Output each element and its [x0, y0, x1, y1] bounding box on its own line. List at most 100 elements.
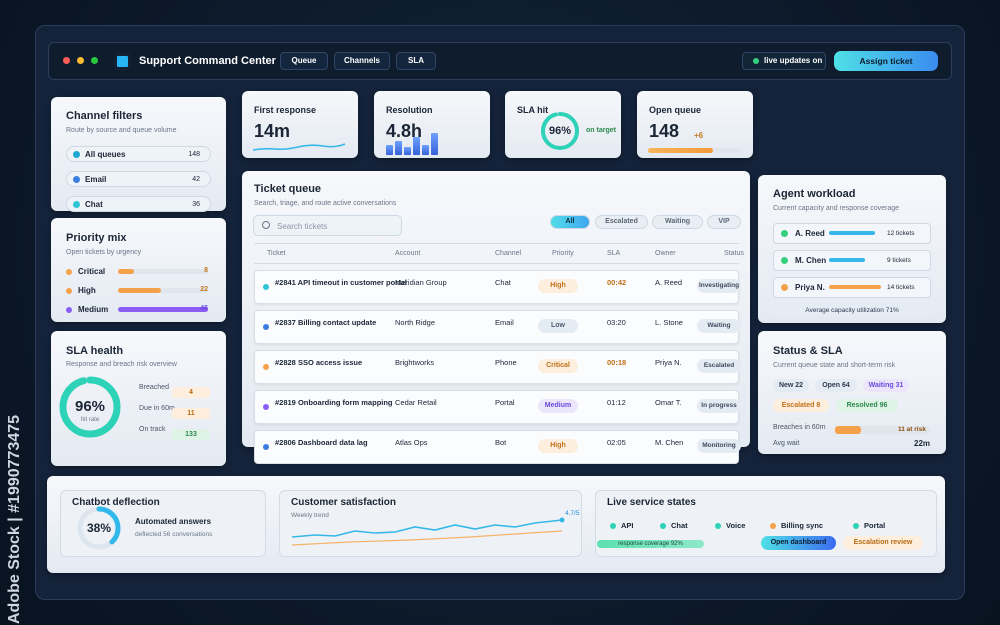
- search-box: [253, 215, 402, 236]
- table-header: [254, 243, 739, 264]
- queue-filter[interactable]: All: [550, 215, 590, 229]
- status-pill: In progress: [697, 399, 741, 413]
- chatbot-label: Automated answers: [135, 517, 212, 526]
- ticket-row[interactable]: [254, 430, 739, 464]
- filter-dot: [73, 201, 80, 208]
- agent-name: A. Reed: [795, 229, 825, 238]
- kpi-value: 4.8h: [386, 121, 423, 141]
- status-chip: Resolved 96: [836, 399, 898, 412]
- column-header: Account: [395, 250, 421, 257]
- filter-row[interactable]: [66, 146, 211, 162]
- row-dot: [263, 444, 269, 450]
- filter-dot: [73, 151, 80, 158]
- agent-card: [758, 175, 946, 323]
- ticket-row[interactable]: [254, 350, 739, 384]
- window-dot: [76, 57, 84, 64]
- card-title: SLA health: [66, 345, 124, 357]
- sla-caption: hit rate: [80, 417, 100, 423]
- kpi-progress-fill: [648, 148, 713, 153]
- agent-footer: Average capacity utilization 71%: [773, 305, 931, 317]
- chatbot-sub: deflected 56 conversations: [135, 531, 213, 538]
- assign-button[interactable]: Assign ticket: [834, 51, 938, 71]
- ticket-sla: 02:05: [607, 438, 626, 447]
- agent-tickets: 9 tickets: [887, 257, 911, 264]
- resolution-bar: [413, 137, 420, 155]
- kpi-value: 14m: [254, 121, 291, 141]
- resolution-bar: [431, 133, 438, 155]
- priority-pill: Low: [538, 319, 578, 333]
- ticket-title: #2837 Billing contact update: [275, 318, 377, 327]
- agent-dot: [781, 257, 788, 264]
- priority-dot: [66, 288, 72, 294]
- service-name: Chat: [671, 521, 688, 530]
- card-title: Live service states: [607, 497, 696, 508]
- kpi-title: SLA hit: [517, 105, 549, 115]
- ticket-sla: 03:20: [607, 318, 626, 327]
- health-count: 11: [172, 408, 210, 419]
- health-label: On track: [139, 426, 166, 433]
- response-sparkline: [253, 143, 346, 151]
- ticket-row[interactable]: [254, 270, 739, 304]
- live-status: live updates on: [764, 56, 823, 65]
- ticket-row[interactable]: [254, 310, 739, 344]
- ticket-title: #2841 API timeout in customer portal: [275, 278, 407, 287]
- agent-dot: [781, 230, 788, 237]
- ticket-owner: L. Stone: [655, 318, 683, 327]
- kpi-value: 148: [649, 121, 680, 141]
- status-pill: Waiting: [697, 319, 741, 333]
- sla-donut: [59, 376, 121, 438]
- card-title: Agent workload: [773, 188, 856, 200]
- breaches-track: [835, 426, 930, 434]
- kpi-note: +6: [694, 131, 704, 140]
- row-dot: [263, 284, 269, 290]
- queue-filter[interactable]: VIP: [707, 215, 741, 229]
- ticket-sla: 00:18: [607, 358, 627, 367]
- column-header: Ticket: [267, 250, 286, 257]
- health-count: 4: [172, 387, 210, 398]
- kpi-note: on target: [586, 127, 616, 134]
- resolution-bar: [422, 145, 429, 155]
- priority-dot: [66, 307, 72, 313]
- panel-title: Ticket queue: [254, 183, 322, 195]
- agent-name: Priya N.: [795, 283, 825, 292]
- ticket-account: Atlas Ops: [395, 438, 428, 447]
- ticket-channel: Email: [495, 318, 514, 327]
- status-chip: Open 64: [815, 379, 857, 392]
- agent-bar: [829, 231, 875, 235]
- live-pill: [742, 52, 826, 70]
- agent-bar: [829, 258, 865, 262]
- nav-tab[interactable]: Queue: [280, 52, 328, 70]
- nav-tab[interactable]: SLA: [396, 52, 436, 70]
- priority-bar: [118, 269, 134, 274]
- coverage-bar: response coverage 92%: [597, 540, 704, 548]
- column-header: SLA: [607, 250, 621, 257]
- priority-pill: High: [538, 279, 578, 293]
- status-chip: Escalated 8: [773, 399, 829, 412]
- service-dot: [610, 523, 616, 529]
- filter-count: 42: [192, 176, 200, 183]
- column-header: Priority: [552, 250, 574, 257]
- queue-filter[interactable]: Escalated: [595, 215, 648, 229]
- app-logo: [114, 53, 131, 70]
- panel-subtitle: Search, triage, and route active convers…: [254, 200, 397, 207]
- status-pill: Investigating: [697, 279, 741, 293]
- filter-row[interactable]: [66, 196, 211, 212]
- kpi-title: Resolution: [386, 105, 433, 115]
- sla-value: 96%: [74, 398, 106, 415]
- status-pill: Monitoring: [697, 439, 741, 453]
- ticket-owner: M. Chen: [655, 438, 684, 447]
- nav-tab[interactable]: Channels: [334, 52, 390, 70]
- queue-filter[interactable]: Waiting: [652, 215, 703, 229]
- filter-row[interactable]: [66, 171, 211, 187]
- priority-bar: [118, 307, 208, 312]
- csat-value: 4.7/5: [565, 510, 580, 517]
- column-header: Status: [724, 250, 744, 257]
- watermark: Adobe Stock | #1990773475: [6, 414, 23, 624]
- ticket-account: Cedar Retail: [395, 398, 437, 407]
- primary-button[interactable]: Open dashboard: [761, 536, 836, 550]
- kpi-title: Open queue: [649, 105, 702, 115]
- ticket-row[interactable]: [254, 390, 739, 424]
- secondary-button[interactable]: Escalation review: [843, 536, 923, 550]
- filter-label: All queues: [85, 150, 126, 159]
